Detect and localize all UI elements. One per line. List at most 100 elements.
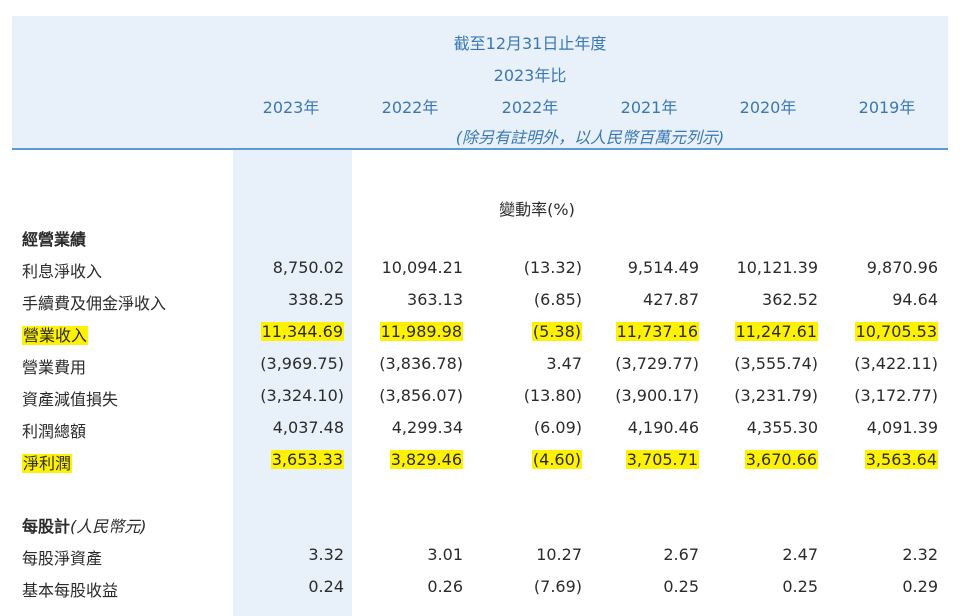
table-cell: 4,091.39 [867, 418, 938, 437]
table-cell: 10.27 [536, 545, 582, 564]
change-rate-label: 變動率(%) [499, 200, 575, 219]
table-cell-value: 363.13 [407, 290, 463, 309]
table-cell-value: 4,091.39 [866, 418, 938, 437]
table-cell: (3,172.77) [854, 386, 938, 405]
table-cell-value: 9,514.49 [627, 258, 699, 277]
year-header-1: 2023年 [262, 98, 320, 117]
table-cell: (3,729.77) [615, 354, 699, 373]
row-label: 資產減值損失 [22, 386, 118, 410]
table-cell-value: 4,037.48 [272, 418, 344, 437]
table-cell: (3,555.74) [734, 354, 818, 373]
table-cell: (4.60) [531, 450, 582, 469]
row-label: 營業費用 [22, 354, 86, 378]
table-cell: (3,969.75) [260, 354, 344, 373]
table-cell-value: 4,299.34 [391, 418, 463, 437]
table-cell-value: 3,653.33 [270, 450, 344, 469]
table-cell: 11,344.69 [260, 322, 344, 341]
table-cell-value: 0.25 [782, 577, 818, 596]
table-cell-value: 0.26 [427, 577, 463, 596]
table-cell-value: 10,705.53 [854, 322, 938, 341]
table-cell-value: 3.32 [308, 545, 344, 564]
table-cell: 10,705.53 [854, 322, 938, 341]
table-cell-value: 0.25 [663, 577, 699, 596]
table-cell: 9,514.49 [628, 258, 699, 277]
row-label-text: 手續費及佣金淨收入 [22, 294, 167, 313]
table-cell: (13.32) [524, 258, 582, 277]
table-cell: 0.29 [902, 577, 938, 596]
header-divider [12, 148, 948, 150]
table-cell: 11,989.98 [379, 322, 463, 341]
table-cell: 3.47 [546, 354, 582, 373]
table-cell: 427.87 [643, 290, 699, 309]
table-cell: (6.85) [534, 290, 582, 309]
table-cell-value: (6.85) [533, 290, 582, 309]
table-cell: 10,094.21 [382, 258, 463, 277]
table-cell-value: 11,247.61 [734, 322, 818, 341]
table-cell-value: (4.60) [531, 450, 582, 469]
table-cell-value: 2.67 [663, 545, 699, 564]
table-cell-value: (3,231.79) [734, 386, 818, 405]
table-cell-value: (3,856.07) [379, 386, 463, 405]
table-cell-value: 2.32 [902, 545, 938, 564]
header-comparison: 2023年比 [493, 66, 567, 85]
section1-title: 經營業績 [22, 226, 86, 250]
table-cell-value: 338.25 [288, 290, 344, 309]
table-cell-value: 427.87 [643, 290, 699, 309]
row-label: 基本每股收益 [22, 577, 118, 601]
table-cell: 11,737.16 [615, 322, 699, 341]
table-cell-value: 3,670.66 [744, 450, 818, 469]
table-cell: (3,231.79) [734, 386, 818, 405]
section2-title-note: (人民幣元) [70, 517, 147, 536]
table-cell: 2.67 [663, 545, 699, 564]
table-cell: (3,422.11) [854, 354, 938, 373]
table-cell: (3,856.07) [379, 386, 463, 405]
table-cell-value: 3,829.46 [389, 450, 463, 469]
unit-note: (除另有註明外，以人民幣百萬元列示) [455, 128, 725, 147]
row-label-text: 資產減值損失 [22, 390, 119, 409]
table-cell: 8,750.02 [273, 258, 344, 277]
table-cell-value: 2.47 [782, 545, 818, 564]
row-label: 手續費及佣金淨收入 [22, 290, 166, 314]
table-cell-value: (3,324.10) [260, 386, 344, 405]
table-cell: 9,870.96 [867, 258, 938, 277]
table-cell-value: 10.27 [536, 545, 582, 564]
row-label: 利潤總額 [22, 418, 86, 442]
table-cell: 10,121.39 [737, 258, 818, 277]
year-header-6: 2019年 [858, 98, 916, 117]
table-cell-value: (13.80) [523, 386, 582, 405]
table-cell-value: 3.01 [427, 545, 463, 564]
row-label-text: 利潤總額 [22, 422, 87, 441]
table-cell: 363.13 [407, 290, 463, 309]
table-cell-value: 10,094.21 [381, 258, 463, 277]
table-cell-value: 362.52 [762, 290, 818, 309]
table-cell-value: 8,750.02 [272, 258, 344, 277]
table-cell: 2.32 [902, 545, 938, 564]
table-cell-value: (3,422.11) [854, 354, 938, 373]
row-label: 每股淨資產 [22, 545, 102, 569]
row-label-text: 基本每股收益 [22, 581, 119, 600]
header-band [12, 16, 948, 150]
table-cell: 3.01 [427, 545, 463, 564]
table-cell: (7.69) [534, 577, 582, 596]
table-cell: (3,836.78) [379, 354, 463, 373]
section2-title-text: 每股計 [22, 517, 71, 536]
year-header-2: 2022年 [381, 98, 439, 117]
row-label-text: 每股淨資產 [22, 549, 103, 568]
table-cell-value: 11,989.98 [379, 322, 463, 341]
row-label-text: 營業費用 [22, 358, 87, 377]
table-cell-value: (3,836.78) [379, 354, 463, 373]
table-cell: 3,829.46 [389, 450, 463, 469]
table-cell: 3,705.71 [625, 450, 699, 469]
table-cell: (3,900.17) [615, 386, 699, 405]
year-header-4: 2021年 [620, 98, 678, 117]
section2-title: 每股計(人民幣元) [22, 513, 147, 537]
table-cell: 3,653.33 [270, 450, 344, 469]
row-label: 利息淨收入 [22, 258, 102, 282]
row-label-text: 營業收入 [22, 326, 89, 345]
table-cell: (5.38) [531, 322, 582, 341]
table-cell: 4,299.34 [392, 418, 463, 437]
table-cell: 0.26 [427, 577, 463, 596]
header-period: 截至12月31日止年度 [453, 34, 607, 53]
table-cell: 0.25 [782, 577, 818, 596]
table-cell-value: 94.64 [892, 290, 938, 309]
